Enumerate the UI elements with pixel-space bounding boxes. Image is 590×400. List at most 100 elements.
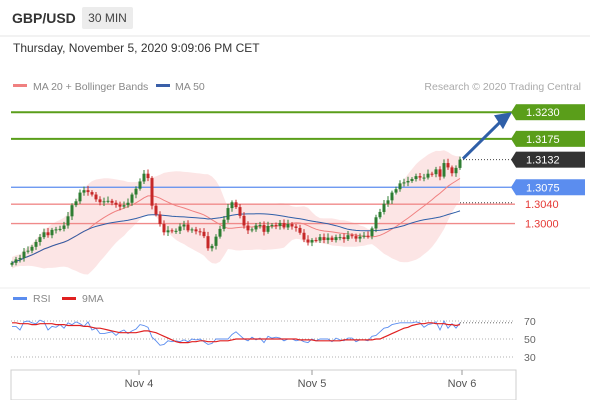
candle-body <box>114 202 118 205</box>
candle-body <box>206 236 210 249</box>
candle-body <box>394 189 398 193</box>
candle-body <box>190 229 194 231</box>
candle-body <box>10 262 14 265</box>
candle-body <box>398 183 402 190</box>
rsi-line <box>12 319 461 346</box>
candle-body <box>26 250 30 252</box>
candle-body <box>286 224 290 228</box>
candle-body <box>374 217 378 229</box>
candle-body <box>22 251 26 258</box>
candle-body <box>110 200 114 203</box>
candle-body <box>234 202 238 208</box>
legend-bollinger-swatch <box>13 84 27 87</box>
candle-body <box>262 225 266 232</box>
candle-body <box>414 176 418 180</box>
candle-body <box>386 200 390 204</box>
candle-body <box>198 231 202 233</box>
candle-body <box>446 163 450 168</box>
candle-body <box>70 205 74 217</box>
candle-body <box>390 192 394 201</box>
candle-body <box>290 224 294 227</box>
candle-body <box>302 232 306 240</box>
level-tag-1.3230 <box>516 104 585 121</box>
candle-body <box>382 203 386 212</box>
level-tag-1.3075 <box>516 179 585 196</box>
candle-body <box>218 228 222 237</box>
candle-body <box>78 192 82 202</box>
candle-body <box>142 173 146 182</box>
candle-body <box>146 173 150 179</box>
candle-body <box>50 229 54 236</box>
candle-body <box>370 228 374 237</box>
candle-body <box>314 240 318 242</box>
candle-body <box>106 200 110 202</box>
candle-body <box>154 205 158 215</box>
candle-body <box>162 224 166 233</box>
candle-body <box>250 229 254 231</box>
candle-body <box>354 236 358 239</box>
legend-bollinger-label: MA 20 + Bollinger Bands <box>33 81 148 93</box>
candle-body <box>450 167 454 174</box>
candle-body <box>222 219 226 229</box>
candle-body <box>426 173 430 178</box>
candle-body <box>442 163 446 177</box>
candle-body <box>98 199 102 203</box>
candle-body <box>90 192 94 195</box>
interval-selector[interactable]: 30 MIN <box>82 7 133 29</box>
candle-body <box>166 230 170 233</box>
level-tag-pointer <box>511 151 516 168</box>
candle-body <box>74 201 78 206</box>
candle-body <box>34 241 38 247</box>
candle-body <box>58 228 62 230</box>
candle-body <box>410 179 414 181</box>
x-tick-label: Nov 6 <box>448 378 477 390</box>
candle-body <box>46 232 50 236</box>
level-label-1.3040: 1.3040 <box>525 199 559 211</box>
candle-body <box>434 169 438 175</box>
candle-body <box>194 229 198 232</box>
rsi-tick-label: 50 <box>524 334 536 346</box>
candle-body <box>458 159 462 168</box>
symbol-label: GBP/USD <box>12 10 76 26</box>
candle-body <box>118 204 122 207</box>
candle-body <box>42 232 46 238</box>
time-axis-frame <box>10 369 517 400</box>
candle-body <box>402 182 406 184</box>
candle-body <box>246 225 250 231</box>
candle-body <box>358 236 362 239</box>
candle-body <box>174 230 178 232</box>
candle-body <box>158 214 162 225</box>
candle-body <box>418 176 422 178</box>
x-tick-label: Nov 4 <box>125 378 154 390</box>
candle-body <box>134 188 138 195</box>
candle-body <box>330 237 334 241</box>
level-tag-1.3175 <box>516 130 585 147</box>
candle-body <box>282 223 286 228</box>
candle-body <box>226 208 230 220</box>
level-label-1.3230: 1.3230 <box>526 107 560 119</box>
candle-body <box>270 225 274 227</box>
candle-body <box>422 177 426 179</box>
candle-body <box>202 231 206 237</box>
level-label-1.3000: 1.3000 <box>525 219 559 231</box>
candle-body <box>94 194 98 200</box>
x-tick-label: Nov 5 <box>298 378 327 390</box>
candle-body <box>454 167 458 174</box>
candle-body <box>18 257 22 260</box>
legend-ma50-label: MA 50 <box>175 81 205 93</box>
candle-body <box>306 239 310 243</box>
candle-body <box>178 226 182 231</box>
candle-body <box>406 180 410 183</box>
candle-body <box>210 245 214 249</box>
level-label-1.3132: 1.3132 <box>526 155 560 167</box>
candle-body <box>38 237 42 242</box>
candle-body <box>150 178 154 206</box>
legend-9ma-label: 9MA <box>82 293 104 305</box>
candle-body <box>66 216 70 226</box>
rsi-tick-label: 70 <box>524 316 536 328</box>
candle-body <box>278 223 282 226</box>
forecast-arrow-head <box>494 112 512 130</box>
rsi-tick-label: 30 <box>524 352 536 364</box>
level-tag-pointer <box>511 130 516 147</box>
